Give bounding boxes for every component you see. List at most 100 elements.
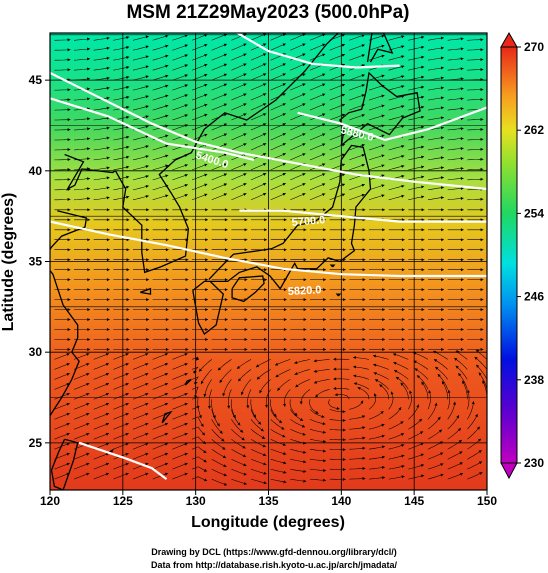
- streamline-arrowhead: [87, 347, 91, 351]
- streamline-arrowhead: [480, 127, 484, 131]
- streamline-arrowhead: [205, 228, 208, 232]
- streamline-arrowhead: [87, 298, 91, 302]
- streamline-arrowhead: [106, 146, 110, 150]
- streamline-arrowhead: [185, 208, 189, 212]
- streamline-arrowhead: [223, 63, 227, 67]
- streamline-arrowhead: [184, 84, 188, 88]
- streamline-arrowhead: [334, 393, 338, 397]
- coastline-segment: [50, 210, 88, 418]
- streamline-arrowhead: [223, 83, 227, 87]
- streamline-arrowhead: [86, 432, 90, 436]
- streamline-arrowhead: [87, 77, 90, 81]
- height-contours: [50, 33, 487, 480]
- streamline-arrowhead: [394, 370, 398, 373]
- coastline-segment: [329, 264, 336, 268]
- streamline-arrowhead: [401, 337, 405, 341]
- streamline-arrowhead: [294, 361, 298, 364]
- streamline-arrowhead: [401, 228, 405, 232]
- streamline-arrowhead: [442, 381, 445, 385]
- streamline-arrowhead: [381, 434, 385, 438]
- x-axis: 120 125 130 135 140 145 150: [40, 490, 497, 508]
- streamline-arrowhead: [322, 173, 326, 177]
- streamline-arrowhead: [342, 337, 346, 341]
- streamline-arrowhead: [164, 353, 168, 356]
- streamline-arrowhead: [460, 157, 464, 161]
- streamline-arrowhead: [420, 453, 424, 457]
- streamline-arrowhead: [204, 103, 208, 107]
- streamline-arrowhead: [460, 268, 464, 272]
- streamline-arrowhead: [184, 54, 188, 58]
- streamline-arrowhead: [146, 228, 150, 232]
- streamline-arrowhead: [165, 194, 169, 198]
- streamline-arrowhead: [126, 228, 130, 232]
- streamline-arrowhead: [184, 472, 188, 476]
- streamline-arrowhead: [401, 268, 405, 272]
- streamline-arrowhead: [460, 57, 464, 61]
- streamline-arrowhead: [262, 444, 266, 448]
- streamline-arrowhead: [87, 97, 90, 101]
- streamline-arrowhead: [421, 238, 425, 242]
- streamline-arrowhead: [222, 455, 227, 458]
- streamline-arrowhead: [66, 432, 70, 436]
- streamline-arrowhead: [185, 337, 189, 341]
- streamline-arrowhead: [333, 367, 337, 371]
- streamline-arrowhead: [87, 318, 91, 322]
- streamline-arrowhead: [420, 442, 424, 446]
- contour-label-2: 5700.0: [291, 214, 326, 229]
- streamline-arrowhead: [314, 380, 318, 384]
- streamline-arrowhead: [145, 105, 149, 109]
- streamline-arrowhead: [323, 238, 326, 242]
- streamline: [388, 421, 404, 430]
- streamline-arrowhead: [315, 394, 319, 398]
- streamline-arrowhead: [460, 107, 464, 111]
- streamline-arrowhead: [87, 197, 90, 201]
- streamline-arrowhead: [224, 347, 228, 351]
- streamline-arrowhead: [125, 452, 129, 456]
- streamline-arrowhead: [106, 347, 110, 351]
- streamline-arrowhead: [303, 238, 307, 242]
- streamline-arrowhead: [145, 195, 149, 198]
- streamline-arrowhead: [67, 228, 71, 232]
- streamline-arrowhead: [224, 248, 228, 252]
- streamline-arrowhead: [87, 288, 91, 292]
- streamline-arrowhead: [323, 258, 326, 262]
- streamline-arrowhead: [302, 83, 306, 87]
- streamline-arrowhead: [323, 288, 326, 292]
- streamline-arrowhead: [185, 318, 189, 322]
- streamline-arrowhead: [322, 430, 326, 434]
- streamline-arrowhead: [165, 154, 169, 158]
- streamline: [454, 357, 468, 370]
- streamline-arrowhead: [105, 412, 109, 416]
- streamline-arrowhead: [261, 436, 266, 439]
- streamline-arrowhead: [243, 93, 247, 97]
- streamline-arrowhead: [460, 228, 464, 232]
- x-tick-label: 130: [186, 494, 206, 508]
- streamline-arrowhead: [263, 462, 267, 466]
- streamline-arrowhead: [106, 278, 110, 282]
- streamline-arrowhead: [342, 448, 346, 452]
- streamline-arrowhead: [240, 391, 244, 396]
- streamline: [231, 409, 241, 426]
- streamline: [433, 358, 448, 370]
- streamline-arrowhead: [460, 186, 464, 190]
- streamline-arrowhead: [313, 369, 317, 373]
- streamline-arrowhead: [282, 183, 286, 186]
- streamline-arrowhead: [106, 218, 110, 222]
- plot-area: 5400.0 5700.0 5820.0 5880.0: [50, 33, 487, 490]
- streamline-arrowhead: [86, 472, 90, 476]
- streamline-arrowhead: [460, 248, 464, 252]
- streamline-arrowhead: [480, 248, 484, 252]
- streamline-arrowhead: [87, 127, 90, 131]
- streamline-arrowhead: [382, 278, 385, 282]
- streamline-arrowhead: [126, 347, 130, 351]
- streamline-arrowhead: [126, 268, 130, 272]
- streamline: [486, 418, 487, 420]
- streamline-arrowhead: [322, 133, 326, 137]
- streamline-arrowhead: [480, 167, 484, 171]
- streamline: [228, 389, 232, 409]
- streamline-arrowhead: [244, 258, 248, 262]
- streamline-arrowhead: [126, 76, 130, 79]
- streamline-arrowhead: [184, 134, 188, 137]
- streamline-arrowhead: [224, 337, 228, 341]
- streamline-arrowhead: [165, 268, 169, 272]
